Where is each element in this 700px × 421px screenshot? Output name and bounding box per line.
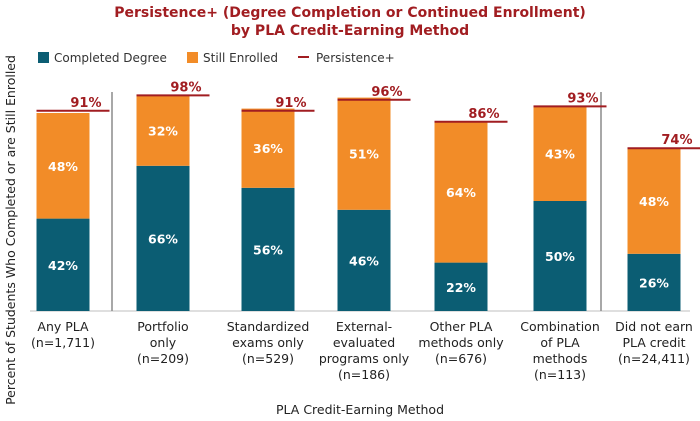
bar-completed-degree bbox=[434, 262, 488, 311]
data-label-enrolled: 64% bbox=[446, 185, 476, 200]
legend: Completed Degree Still Enrolled Persiste… bbox=[38, 51, 395, 65]
persistence-label: 98% bbox=[170, 80, 201, 95]
data-label-completed: 42% bbox=[48, 258, 78, 273]
x-axis-label: PLA Credit-Earning Method bbox=[276, 402, 444, 417]
persistence-label: 91% bbox=[70, 96, 101, 111]
category-label: methods only bbox=[418, 335, 504, 350]
persistence-label: 93% bbox=[567, 91, 598, 106]
category-label: (n=113) bbox=[534, 367, 586, 382]
bar-completed-degree bbox=[337, 209, 391, 311]
persistence-markers: 91% 98% 91% 96% 86% 93% 74% bbox=[36, 80, 700, 150]
category-label: External- bbox=[336, 319, 392, 334]
category-label: programs only bbox=[319, 351, 410, 366]
bar-still-enrolled bbox=[533, 106, 587, 201]
bar-completed-degree bbox=[533, 201, 587, 311]
data-label-completed: 22% bbox=[446, 280, 476, 295]
category-label: of PLA bbox=[540, 335, 580, 350]
category-label: Other PLA bbox=[430, 319, 493, 334]
category-label: Standardized bbox=[227, 319, 310, 334]
category-label: PLA credit bbox=[622, 335, 685, 350]
bar-completed-degree bbox=[627, 253, 681, 311]
category-label: Combination bbox=[520, 319, 600, 334]
category-label: Any PLA bbox=[37, 319, 89, 334]
category-label: only bbox=[150, 335, 177, 350]
category-label: methods bbox=[533, 351, 588, 366]
persistence-label: 74% bbox=[661, 133, 692, 148]
bar-completed-degree bbox=[241, 187, 295, 311]
separators bbox=[111, 92, 602, 311]
bars: 42% 48% 66% 32% 56% 36% 46% 51% 22% 64% 50% 43% 26% 4… bbox=[36, 95, 681, 311]
category-label: Did not earn bbox=[615, 319, 693, 334]
data-label-enrolled: 32% bbox=[148, 124, 178, 139]
bar-still-enrolled bbox=[36, 113, 90, 219]
data-label-completed: 66% bbox=[148, 231, 178, 246]
bar-still-enrolled bbox=[337, 97, 391, 210]
category-label: (n=24,411) bbox=[618, 351, 690, 366]
category-label: evaluated bbox=[333, 335, 395, 350]
data-label-completed: 50% bbox=[545, 249, 575, 264]
persistence-label: 96% bbox=[371, 85, 402, 100]
data-label-enrolled: 43% bbox=[545, 147, 575, 162]
bar-still-enrolled bbox=[434, 121, 488, 263]
category-label: (n=676) bbox=[435, 351, 487, 366]
data-label-enrolled: 48% bbox=[639, 194, 669, 209]
legend-label-persistence: Persistence+ bbox=[316, 51, 395, 65]
legend-swatch-completed bbox=[38, 52, 49, 63]
data-label-enrolled: 51% bbox=[349, 147, 379, 162]
bar-still-enrolled bbox=[136, 95, 190, 166]
legend-label-enrolled: Still Enrolled bbox=[203, 51, 278, 65]
data-label-completed: 46% bbox=[349, 253, 379, 268]
legend-label-completed: Completed Degree bbox=[54, 51, 167, 65]
category-label: (n=186) bbox=[338, 367, 390, 382]
category-label: (n=209) bbox=[137, 351, 189, 366]
y-axis-label: Percent of Students Who Completed or are… bbox=[3, 55, 18, 405]
category-label: (n=529) bbox=[242, 351, 294, 366]
bar-still-enrolled bbox=[241, 108, 295, 188]
category-label: (n=1,711) bbox=[31, 335, 95, 350]
bar-completed-degree bbox=[136, 165, 190, 311]
category-label: Portfolio bbox=[137, 319, 188, 334]
data-label-enrolled: 36% bbox=[253, 141, 283, 156]
bar-completed-degree bbox=[36, 218, 90, 311]
data-label-completed: 26% bbox=[639, 275, 669, 290]
chart-title-line-1: Persistence+ (Degree Completion or Conti… bbox=[114, 5, 586, 21]
category-label: exams only bbox=[232, 335, 304, 350]
persistence-label: 91% bbox=[275, 96, 306, 111]
data-label-enrolled: 48% bbox=[48, 159, 78, 174]
persistence-label: 86% bbox=[468, 107, 499, 122]
chart-title-line-2: by PLA Credit-Earning Method bbox=[231, 23, 469, 39]
legend-swatch-enrolled bbox=[187, 52, 198, 63]
data-label-completed: 56% bbox=[253, 242, 283, 257]
bar-still-enrolled bbox=[627, 148, 681, 254]
